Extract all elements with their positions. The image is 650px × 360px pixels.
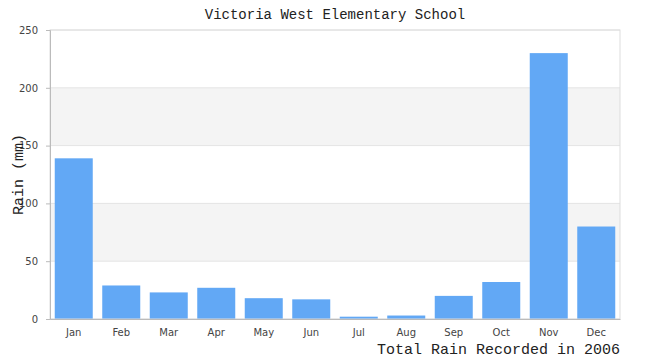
y-tick-label: 200 bbox=[19, 83, 38, 94]
bars bbox=[55, 53, 616, 319]
y-tick: 0 bbox=[32, 314, 50, 325]
bar bbox=[530, 53, 568, 319]
x-tick: Sep bbox=[444, 319, 463, 338]
y-tick-mark bbox=[46, 261, 50, 262]
x-tick-label: Jul bbox=[352, 327, 365, 338]
bar bbox=[150, 292, 188, 319]
x-tick: Aug bbox=[396, 319, 416, 338]
title: Victoria West Elementary School bbox=[205, 7, 465, 23]
x-tick: Apr bbox=[208, 319, 226, 338]
plot-frame bbox=[50, 30, 620, 319]
bar bbox=[292, 299, 330, 319]
x-axis-title: Total Rain Recorded in 2006 bbox=[377, 342, 620, 359]
y-tick-mark bbox=[46, 319, 50, 320]
y-tick-mark bbox=[46, 146, 50, 147]
x-tick-label: Jan bbox=[65, 327, 81, 338]
bar bbox=[102, 285, 140, 319]
bar bbox=[435, 296, 473, 319]
x-tick-label: Mar bbox=[159, 327, 179, 338]
x-tick: Nov bbox=[539, 319, 559, 338]
plot: 050100150200250JanFebMarAprMayJunJulAugS… bbox=[19, 25, 621, 338]
x-tick-label: Oct bbox=[493, 327, 510, 338]
x-tick: Mar bbox=[159, 319, 179, 338]
y-tick-label: 50 bbox=[25, 256, 38, 267]
y-tick-label: 0 bbox=[32, 314, 38, 325]
y-tick: 200 bbox=[19, 83, 50, 94]
x-tick-label: Apr bbox=[208, 327, 226, 338]
x-tick: Oct bbox=[493, 319, 510, 338]
x-tick-label: Aug bbox=[396, 327, 416, 338]
bar bbox=[197, 288, 235, 319]
x-tick: Jun bbox=[302, 319, 319, 338]
bar bbox=[245, 298, 283, 319]
x-tick-label: Sep bbox=[444, 327, 463, 338]
y-axis-line bbox=[46, 31, 51, 320]
x-tick: May bbox=[253, 319, 274, 338]
y-tick-mark bbox=[46, 30, 50, 31]
x-tick: Jul bbox=[352, 319, 365, 338]
bar bbox=[482, 282, 520, 319]
x-tick: Jan bbox=[65, 319, 81, 338]
bar bbox=[387, 316, 425, 319]
x-axis-line bbox=[51, 319, 621, 320]
bar bbox=[55, 158, 93, 319]
y-tick-mark bbox=[46, 203, 50, 204]
x-tick-label: Feb bbox=[112, 327, 130, 338]
x-tick-label: May bbox=[253, 327, 274, 338]
bar bbox=[577, 227, 615, 319]
x-tick-label: Jun bbox=[302, 327, 319, 338]
chart-svg: 050100150200250JanFebMarAprMayJunJulAugS… bbox=[0, 0, 650, 360]
y-tick: 50 bbox=[25, 256, 50, 267]
x-tick-label: Dec bbox=[587, 327, 606, 338]
x-tick: Feb bbox=[112, 319, 130, 338]
chart-container: 050100150200250JanFebMarAprMayJunJulAugS… bbox=[0, 0, 650, 360]
y-tick-label: 250 bbox=[19, 25, 38, 36]
x-axis: Jan Feb Mar Apr May Jun Jul Aug Sep Oct Nov Dec bbox=[51, 319, 621, 338]
x-tick: Dec bbox=[587, 319, 606, 338]
y-tick: 250 bbox=[19, 25, 50, 36]
x-tick-label: Nov bbox=[539, 327, 559, 338]
y-tick-mark bbox=[46, 88, 50, 89]
grid bbox=[50, 30, 620, 319]
plot-background bbox=[50, 30, 620, 319]
y-axis-title: Rain (mm) bbox=[11, 134, 28, 215]
